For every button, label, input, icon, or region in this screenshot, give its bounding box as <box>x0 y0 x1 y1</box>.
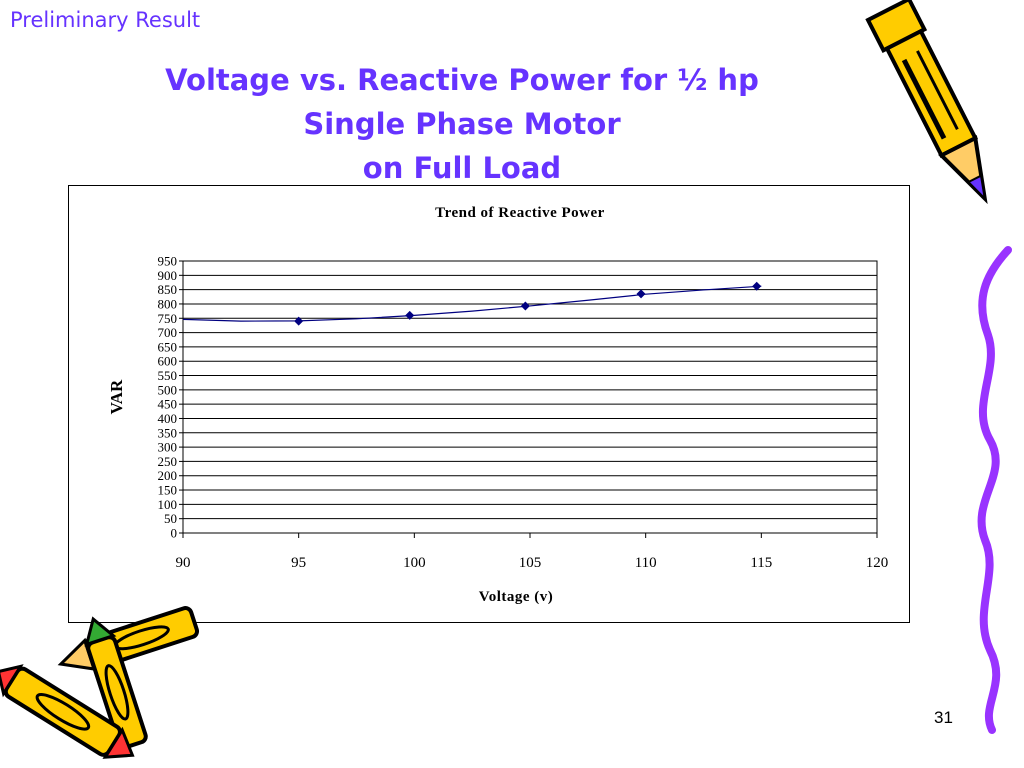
y-axis-label: VAR <box>107 379 126 414</box>
series-trendline <box>182 285 762 322</box>
x-tick-label: 90 <box>176 555 191 571</box>
chart-title: Trend of Reactive Power <box>435 205 605 221</box>
slide-title: Voltage vs. Reactive Power for ½ hp Sing… <box>100 58 824 190</box>
chart-frame: Trend of Reactive Power 0 50 100 150 200 250 30… <box>68 185 910 623</box>
y-tick-label: 700 <box>158 325 178 340</box>
slide-title-line-3: on Full Load <box>362 151 562 185</box>
y-tick-label: 550 <box>158 368 178 383</box>
y-tick-label: 250 <box>158 454 178 469</box>
y-tick-label: 900 <box>158 268 178 283</box>
y-tick-label: 400 <box>158 411 178 426</box>
x-tick-label: 105 <box>519 555 542 571</box>
section-label: Preliminary Result <box>10 8 201 32</box>
y-tick-label: 150 <box>158 483 178 498</box>
y-tick-label: 0 <box>171 526 178 541</box>
y-tick-label: 200 <box>158 468 178 483</box>
y-tick-label: 950 <box>158 254 178 269</box>
y-tick-label: 650 <box>158 339 178 354</box>
y-tick-label: 300 <box>158 440 178 455</box>
data-point <box>520 301 530 311</box>
x-axis-label: Voltage (v) <box>479 589 554 605</box>
x-tick-label: 100 <box>403 555 426 571</box>
plot-area <box>182 260 878 534</box>
x-tick-label: 110 <box>635 555 657 571</box>
reactive-power-chart: Trend of Reactive Power05010015020025030… <box>107 205 889 605</box>
y-tick-label: 450 <box>158 397 178 412</box>
y-tick-label: 500 <box>158 382 178 397</box>
y-tick-label: 600 <box>158 354 178 369</box>
x-tick-label: 115 <box>750 555 772 571</box>
y-tick-label: 100 <box>158 497 178 512</box>
x-tick-label: 95 <box>291 555 306 571</box>
y-tick-label: 50 <box>164 511 177 526</box>
y-tick-label: 850 <box>158 282 178 297</box>
slide-title-line-1: Voltage vs. Reactive Power for ½ hp <box>165 63 759 97</box>
data-point <box>636 289 646 299</box>
y-tick-label: 350 <box>158 425 178 440</box>
y-tick-label: 800 <box>158 296 178 311</box>
page-number: 31 <box>934 708 953 727</box>
data-point <box>752 281 762 291</box>
slide-title-line-2: Single Phase Motor <box>303 107 621 141</box>
data-point <box>405 310 415 320</box>
y-tick-label: 750 <box>158 311 178 326</box>
x-tick-label: 120 <box>866 555 889 571</box>
data-point <box>294 316 304 326</box>
